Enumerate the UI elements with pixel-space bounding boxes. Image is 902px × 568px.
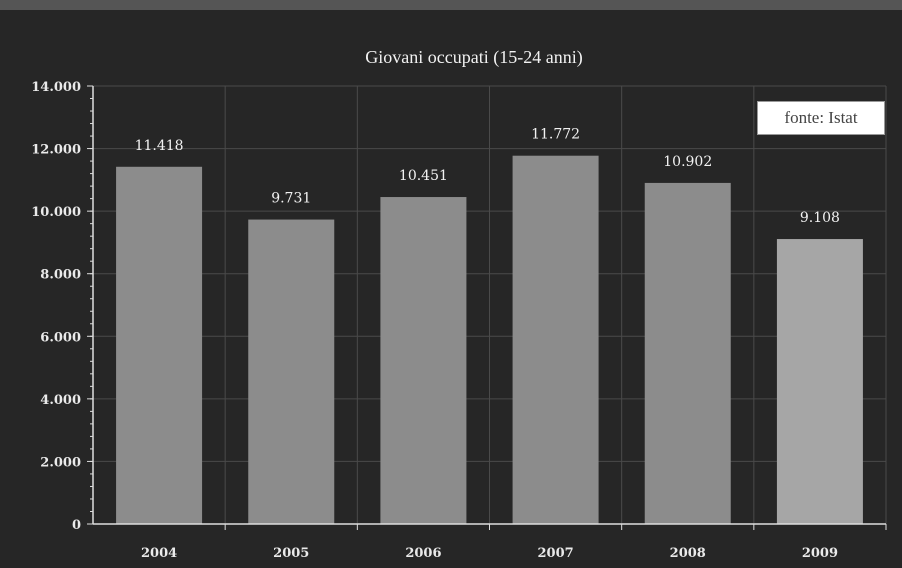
x-tick-label: 2008 (670, 546, 706, 561)
y-tick-label: 4.000 (40, 393, 81, 408)
x-tick-label: 2007 (537, 546, 573, 561)
bar (512, 155, 599, 524)
bar (248, 219, 335, 524)
data-labels: 11.418 9.731 10.451 11.772 10.902 9.108 (135, 127, 840, 226)
grid-lines (93, 85, 887, 524)
x-tick-label: 2005 (273, 546, 309, 561)
bar (380, 197, 467, 524)
data-label: 9.731 (271, 191, 311, 207)
y-tick-label: 14.000 (31, 80, 81, 95)
x-tick-label: 2004 (141, 546, 177, 561)
data-label: 11.772 (531, 127, 580, 143)
chart-title: Giovani occupati (15-24 anni) (365, 47, 582, 68)
x-tick-labels: 2004 2005 2006 2007 2008 2009 (141, 546, 838, 561)
bars (116, 155, 863, 524)
y-tick-label: 8.000 (40, 268, 81, 283)
axes (87, 85, 887, 530)
bar (116, 166, 203, 524)
data-label: 10.902 (663, 154, 712, 170)
y-tick-label: 12.000 (31, 143, 81, 158)
y-tick-label: 0 (72, 518, 81, 533)
x-tick-label: 2006 (405, 546, 441, 561)
y-tick-label: 10.000 (31, 205, 81, 220)
x-tick-label: 2009 (802, 546, 838, 561)
data-label: 9.108 (800, 210, 840, 226)
top-border-bar (0, 0, 902, 10)
source-label: fonte: Istat (757, 101, 885, 135)
bar (644, 182, 731, 524)
bar (776, 239, 863, 524)
y-tick-label: 2.000 (40, 455, 81, 470)
y-tick-labels: 0 2.000 4.000 6.000 8.000 10.000 12.000 14.000 (31, 80, 81, 533)
y-tick-label: 6.000 (40, 330, 81, 345)
data-label: 10.451 (399, 168, 448, 184)
data-label: 11.418 (135, 138, 184, 154)
